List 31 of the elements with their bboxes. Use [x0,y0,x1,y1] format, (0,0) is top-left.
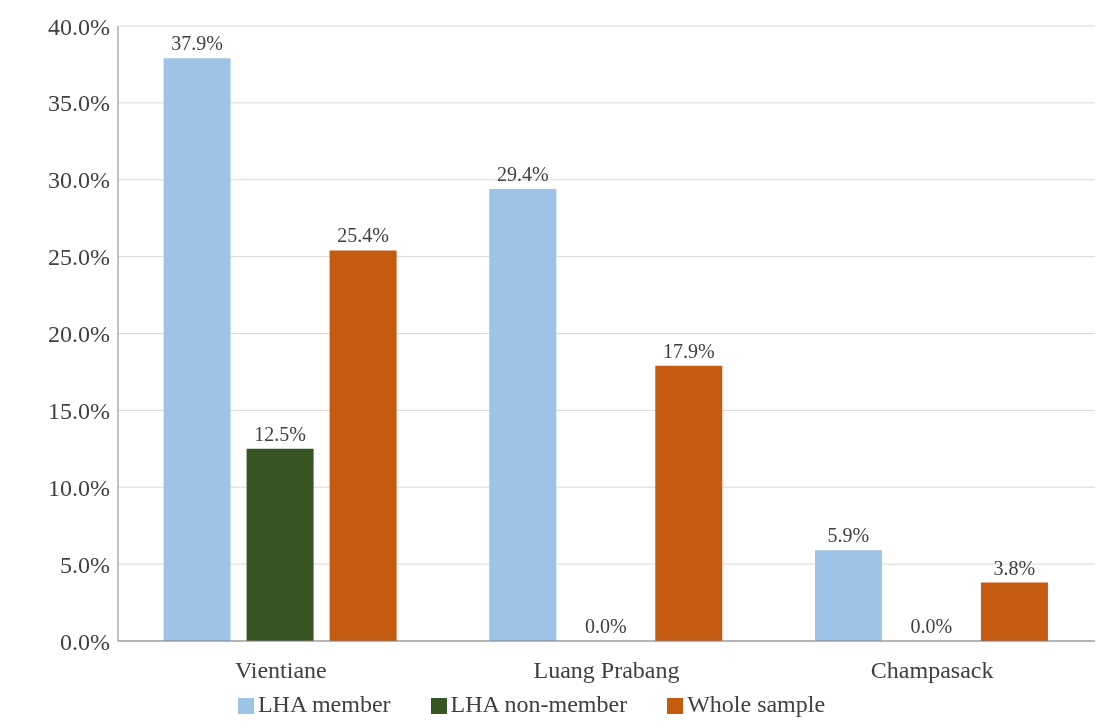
legend-label: LHA member [257,691,391,717]
data-label: 25.4% [337,224,389,247]
bar [246,448,314,641]
data-label: 29.4% [496,162,549,185]
y-tick-label: 35.0% [48,90,110,117]
legend-label: LHA non-member [450,691,628,717]
data-label: 0.0% [584,614,627,637]
data-label: 37.9% [171,32,223,55]
y-tick-label: 20.0% [48,321,110,348]
y-tick-label: 5.0% [60,551,110,578]
bar [655,365,723,641]
x-tick-label: Vientiane [234,657,327,684]
x-tick-label: Champasack [870,657,994,684]
y-tick-label: 30.0% [48,167,110,194]
bar [329,250,397,641]
bar [814,550,882,641]
y-tick-label: 15.0% [48,397,110,424]
data-label: 0.0% [910,614,953,637]
y-tick-label: 25.0% [48,244,110,271]
bar [980,582,1048,641]
data-label: 17.9% [662,339,715,362]
bar [163,58,231,641]
data-label: 5.9% [827,524,870,547]
y-tick-label: 40.0% [48,13,110,40]
y-tick-label: 10.0% [48,474,110,501]
data-label: 3.8% [993,556,1036,579]
bar [489,188,557,641]
legend-label: Whole sample [687,691,826,717]
data-label: 12.5% [254,422,306,445]
y-tick-label: 0.0% [60,628,110,655]
x-tick-label: Luang Prabang [533,657,680,684]
